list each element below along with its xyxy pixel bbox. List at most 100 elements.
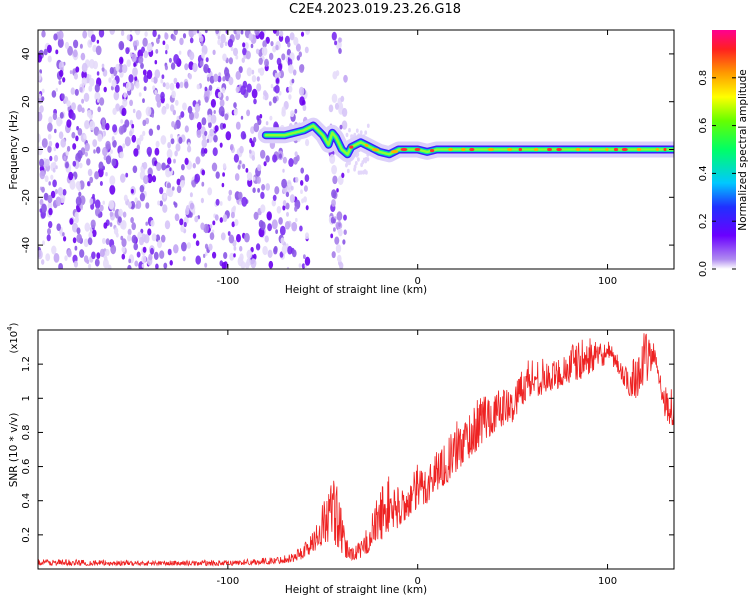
noise-speckle [134, 260, 139, 267]
noise-speckle [265, 183, 271, 191]
noise-speckle [284, 221, 291, 230]
noise-speckle [242, 47, 247, 56]
noise-speckle [341, 107, 348, 117]
noise-speckle [162, 82, 166, 88]
noise-speckle [220, 232, 226, 241]
noise-speckle [228, 189, 233, 196]
noise-speckle [331, 189, 337, 199]
noise-speckle [173, 244, 179, 254]
noise-speckle [39, 198, 44, 206]
noise-speckle [196, 129, 202, 138]
noise-speckle [69, 218, 74, 225]
noise-speckle [47, 55, 52, 63]
noise-speckle [129, 30, 133, 33]
noise-speckle [303, 196, 307, 203]
noise-speckle [231, 221, 235, 228]
noise-speckle [196, 83, 200, 90]
noise-speckle [157, 240, 162, 249]
noise-speckle [252, 187, 256, 193]
noise-speckle [164, 64, 168, 71]
noise-speckle [265, 155, 270, 163]
noise-speckle [75, 135, 79, 142]
noise-speckle [96, 71, 100, 76]
noise-speckle [118, 40, 125, 51]
noise-speckle [111, 79, 117, 88]
noise-speckle [99, 97, 105, 106]
noise-speckle [211, 162, 218, 172]
noise-speckle [286, 179, 292, 188]
noise-speckle [65, 161, 69, 169]
noise-speckle [192, 62, 198, 73]
y-tick-label: 0.4 [21, 493, 32, 509]
noise-speckle [235, 55, 239, 60]
noise-speckle [160, 78, 164, 84]
noise-speckle [200, 197, 204, 204]
noise-speckle [141, 255, 147, 264]
noise-speckle [55, 87, 58, 92]
noise-speckle [334, 102, 340, 110]
noise-speckle [58, 131, 64, 139]
noise-speckle [291, 78, 295, 84]
noise-speckle [131, 234, 137, 244]
noise-speckle [201, 181, 205, 187]
noise-speckle [204, 86, 208, 92]
noise-speckle [357, 157, 360, 162]
noise-speckle [150, 247, 154, 255]
noise-speckle [102, 237, 106, 245]
noise-speckle [220, 33, 226, 44]
spectrogram-xlabel: Height of straight line (km) [285, 284, 427, 296]
noise-speckle [287, 245, 293, 255]
noise-speckle [109, 30, 115, 35]
noise-speckle [64, 41, 70, 50]
noise-speckle [86, 158, 91, 166]
noise-speckle [192, 30, 197, 35]
noise-speckle [88, 85, 93, 92]
noise-speckle [90, 34, 96, 43]
noise-speckle [212, 49, 216, 55]
noise-speckle [173, 158, 176, 164]
noise-speckle [181, 241, 187, 252]
track-peak [507, 147, 513, 152]
noise-speckle [159, 200, 163, 207]
noise-speckle [208, 121, 212, 128]
y-tick-label: 40 [21, 48, 32, 61]
noise-speckle [94, 171, 100, 180]
noise-speckle [184, 125, 189, 133]
noise-speckle [199, 60, 204, 67]
noise-speckle [300, 189, 303, 194]
noise-speckle [270, 83, 274, 89]
noise-speckle [82, 30, 88, 39]
noise-speckle [169, 82, 175, 91]
noise-speckle [298, 51, 302, 58]
noise-speckle [204, 262, 208, 268]
noise-speckle [90, 219, 96, 229]
noise-speckle [101, 117, 106, 125]
noise-speckle [257, 188, 260, 193]
noise-speckle [366, 123, 370, 128]
noise-speckle [259, 67, 265, 76]
noise-speckle [136, 251, 141, 258]
noise-speckle [278, 91, 282, 96]
noise-speckle [275, 229, 278, 235]
noise-speckle [92, 193, 95, 199]
noise-speckle [268, 101, 272, 106]
noise-speckle [84, 222, 91, 232]
noise-speckle [195, 240, 200, 247]
noise-speckle [256, 115, 260, 121]
noise-speckle [260, 149, 266, 159]
noise-speckle [343, 214, 347, 221]
noise-speckle [285, 202, 290, 210]
noise-speckle [205, 57, 209, 63]
noise-speckle [346, 168, 350, 174]
noise-speckle [50, 174, 54, 180]
noise-speckle [235, 121, 241, 130]
noise-speckle [338, 37, 342, 43]
noise-speckle [298, 86, 305, 96]
noise-speckle [48, 140, 53, 147]
noise-speckle [38, 249, 43, 260]
track-peak [636, 147, 642, 152]
noise-speckle [254, 30, 260, 36]
noise-speckle [41, 96, 45, 102]
noise-speckle [128, 74, 134, 83]
